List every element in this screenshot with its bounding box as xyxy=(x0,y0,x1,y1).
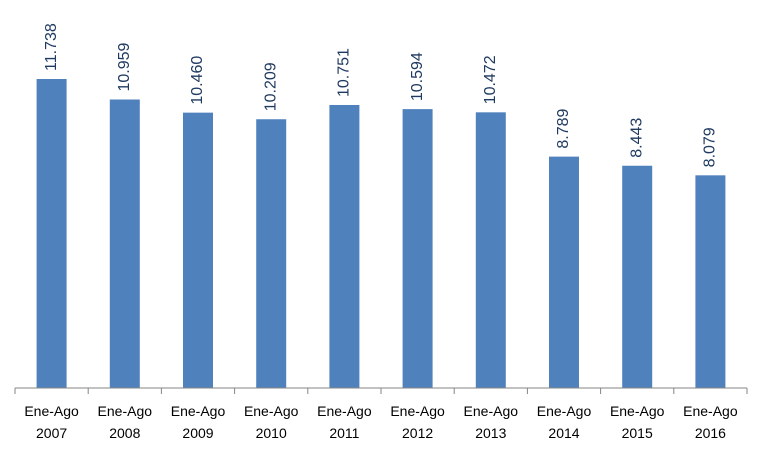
x-tick-label: Ene-Ago 2014 xyxy=(536,403,592,441)
data-label: 10.751 xyxy=(336,48,353,97)
bar xyxy=(329,104,360,388)
bar xyxy=(549,156,579,388)
data-label: 10.594 xyxy=(409,52,426,101)
x-tick-label: Ene-Ago 2011 xyxy=(317,403,372,441)
data-label: 8.443 xyxy=(628,118,645,158)
data-label: 10.959 xyxy=(116,42,133,91)
data-label: 8.079 xyxy=(702,127,719,167)
x-tick-label: Ene-Ago 2007 xyxy=(24,403,79,441)
bar xyxy=(695,175,726,388)
bar xyxy=(36,79,67,388)
data-label: 10.460 xyxy=(189,56,206,105)
x-tick-label: Ene-Ago 2016 xyxy=(683,403,738,441)
x-tick-label: Ene-Ago 2009 xyxy=(170,403,226,441)
x-tick-label: Ene-Ago 2008 xyxy=(97,403,153,441)
x-tick-label: Ene-Ago 2013 xyxy=(463,403,519,441)
data-label: 10.209 xyxy=(262,62,279,111)
bar xyxy=(402,109,433,388)
x-tick-label: Ene-Ago 2010 xyxy=(243,403,299,441)
x-tick-label: Ene-Ago 2012 xyxy=(390,403,445,441)
data-label: 8.789 xyxy=(555,108,572,148)
x-tick-label: Ene-Ago 2015 xyxy=(609,403,665,441)
bar xyxy=(475,112,506,388)
data-label: 10.472 xyxy=(482,55,499,104)
bar xyxy=(183,112,213,388)
data-label: 11.738 xyxy=(43,23,60,71)
bar xyxy=(622,165,653,388)
bar xyxy=(256,119,287,389)
bar xyxy=(109,99,140,388)
